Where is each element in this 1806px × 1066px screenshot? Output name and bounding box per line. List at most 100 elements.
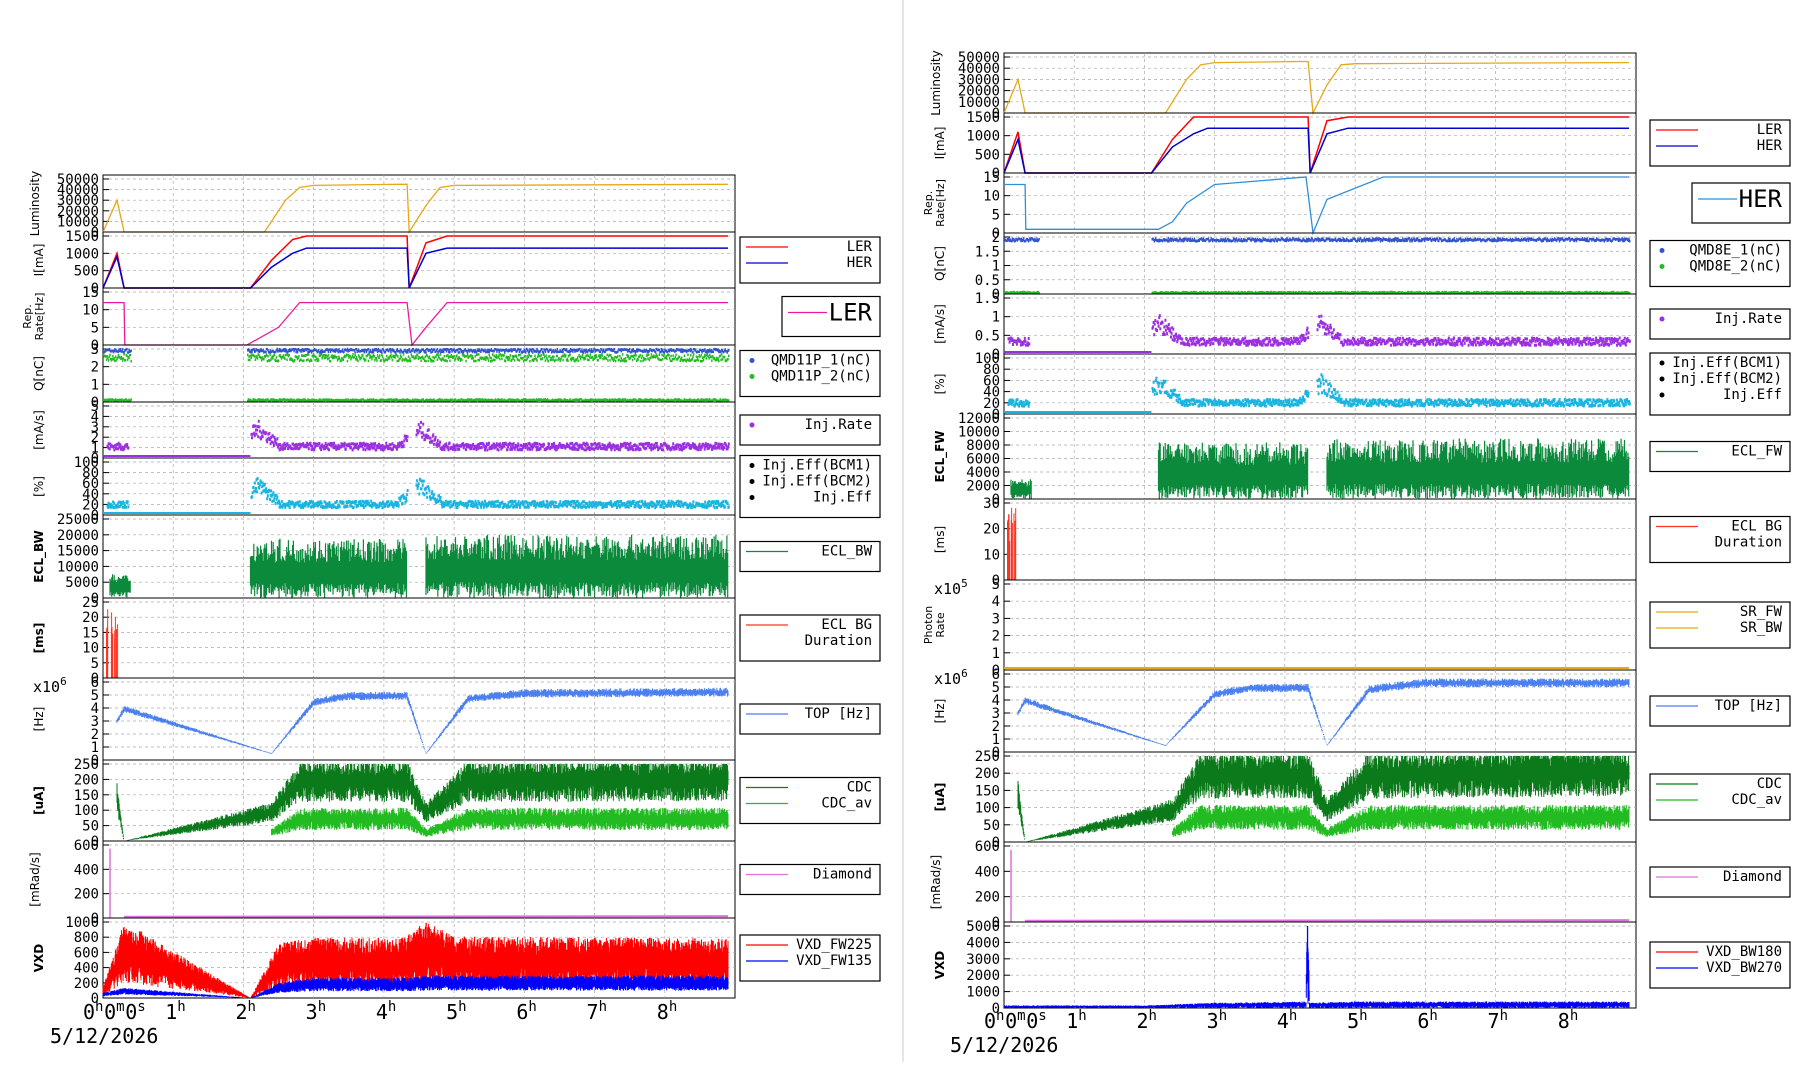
y-tick-label: 50 — [82, 819, 99, 835]
inje-series — [106, 477, 730, 510]
y-tick-label: 0 — [992, 1001, 1000, 1017]
ler-series — [1003, 116, 1629, 174]
her-series — [102, 247, 728, 289]
y-tick-label: 0 — [992, 835, 1000, 851]
y-axis-label: [uA] — [933, 783, 947, 812]
y-tick-label: 10000 — [958, 95, 1000, 111]
y-tick-label: 15 — [82, 625, 99, 641]
y-tick-label: 0 — [91, 395, 99, 411]
y-tick-label: 500 — [74, 264, 99, 280]
legend-label: Diamond — [1723, 869, 1782, 885]
x-tick-label: 4h — [1277, 1008, 1297, 1033]
left-panel-inje: 100806040200[%]Inj.Eff(BCM1)Inj.Eff(BCM2… — [32, 454, 881, 524]
y-tick-label: 5 — [91, 656, 99, 672]
right-panel-q: 21.510.50 Q[nC] QMD8E_1(nC)QMD8E_2(nC) — [933, 230, 1791, 303]
y-tick-label: 80 — [82, 466, 99, 482]
legend-box — [1691, 182, 1791, 224]
y-tick-label: 200 — [74, 976, 99, 992]
y-tick-label: 0 — [992, 106, 1000, 122]
y-axis-label: I[mA] — [32, 244, 46, 277]
y-tick-label: 1 — [91, 740, 99, 756]
x-tick-label: 7h — [1488, 1008, 1508, 1033]
y-exponent-label: x106 — [33, 675, 67, 696]
legend-box — [739, 703, 881, 735]
legend-box — [1649, 308, 1791, 340]
y-tick-label: 3 — [992, 611, 1000, 627]
legend-label: Inj.Eff(BCM1) — [1672, 355, 1782, 371]
y-tick-label: 3 — [91, 420, 99, 436]
y-axis-label: Luminosity — [28, 171, 42, 236]
legend-marker — [749, 479, 755, 484]
legend-label: HER — [1739, 185, 1783, 213]
y-tick-label: 2000 — [966, 479, 1000, 495]
y-tick-label: 15000 — [57, 544, 99, 560]
y-exponent-label: x106 — [934, 667, 968, 688]
top-series — [116, 687, 729, 754]
legend-box — [1649, 239, 1791, 288]
ecl-series — [1010, 438, 1630, 499]
legend-label: Inj.Eff — [813, 490, 872, 506]
legend-label: Inj.Eff(BCM2) — [1672, 371, 1782, 387]
legend-label: Diamond — [813, 867, 872, 883]
y-tick-label: 500 — [975, 147, 1000, 163]
x-tick-label: 1h — [1066, 1008, 1086, 1033]
y-tick-label: 0 — [992, 663, 1000, 679]
y-tick-label: 0 — [91, 225, 99, 241]
y-tick-label: 0 — [91, 591, 99, 607]
legend-ecl: ECL_FW — [1649, 440, 1791, 473]
legend-box — [739, 614, 881, 662]
y-tick-label: 6 — [992, 667, 1000, 683]
y-tick-label: 3 — [91, 342, 99, 358]
y-tick-label: 600 — [975, 839, 1000, 855]
y-tick-label: 0 — [992, 407, 1000, 423]
y-tick-label: 250 — [975, 749, 1000, 765]
panel-frame — [102, 917, 736, 999]
y-tick-label: 20000 — [57, 528, 99, 544]
x-tick-label: 2h — [235, 999, 255, 1024]
panel-frame — [102, 597, 736, 679]
y-tick-label: 10 — [983, 547, 1000, 563]
y-tick-label: 25 — [82, 595, 99, 611]
y-tick-label: 5 — [91, 399, 99, 415]
y-tick-label: 20 — [983, 522, 1000, 538]
legend-label: ECL BG — [821, 617, 872, 633]
left-panel-q: 3 21 0 Q[nC] QMD11P_1(nC)QMD11P_2(nC) — [32, 342, 881, 411]
legend-injr: Inj.Rate — [739, 414, 881, 446]
y-tick-label: 50000 — [958, 50, 1000, 66]
y-tick-label: 4 — [992, 693, 1000, 709]
luminosity-series — [102, 183, 729, 235]
eclbg-series — [1007, 507, 1017, 580]
legend-label: Duration — [1715, 535, 1782, 551]
x-tick-label: 2h — [1136, 1008, 1156, 1033]
y-tick-label: 0 — [992, 745, 1000, 761]
y-tick-label: 2000 — [966, 968, 1000, 984]
y-tick-label: 5 — [992, 577, 1000, 593]
x-tick-label: 5h — [1347, 1008, 1367, 1033]
y-tick-label: 20000 — [57, 204, 99, 220]
luminosity-series — [1003, 60, 1630, 116]
y-tick-label: 4 — [91, 701, 99, 717]
legend-dia: Diamond — [739, 863, 881, 896]
y-tick-label: 1 — [91, 377, 99, 393]
legend-label: SR_FW — [1740, 604, 1783, 620]
vxd_bw270-series — [1003, 926, 1630, 1008]
y-tick-label: 1 — [992, 732, 1000, 748]
x-tick-label: 6h — [516, 999, 536, 1024]
legend-box — [739, 349, 881, 398]
y-tick-label: 40000 — [958, 61, 1000, 77]
legend-label: HER — [1757, 138, 1783, 154]
x-tick-label: 3h — [306, 999, 326, 1024]
cdc_av-series — [271, 807, 729, 837]
legend-marker — [1659, 392, 1665, 398]
y-axis-label: ECL_BW — [32, 530, 47, 582]
legend-marker — [749, 463, 755, 468]
legend-box — [1649, 866, 1791, 898]
